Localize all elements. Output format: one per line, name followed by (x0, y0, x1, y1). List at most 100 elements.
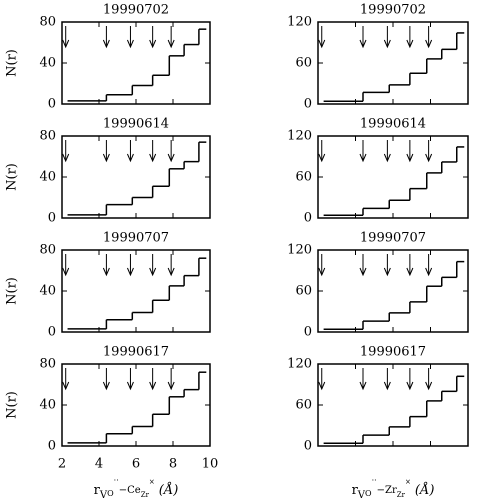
x-tick-label: 4 (95, 457, 103, 472)
y-tick-label: 80 (39, 15, 56, 30)
y-tick-label: 0 (48, 439, 56, 454)
x-axis-label-part: O (107, 489, 114, 498)
arrow (149, 254, 157, 277)
y-tick-label: 0 (304, 439, 312, 454)
x-axis-label-part: Zr (141, 491, 150, 499)
arrow (318, 26, 326, 49)
x-axis-label-part: × (149, 478, 155, 486)
y-tick-label: 60 (295, 398, 312, 413)
arrow-head (167, 153, 175, 163)
x-axis-label-part: (Å) (159, 482, 179, 498)
arrow (383, 26, 391, 49)
arrow-head (359, 381, 367, 391)
arrow (126, 254, 134, 277)
plot-title: 19990707 (360, 231, 426, 246)
plot-title: 19990707 (103, 231, 169, 246)
x-axis-label-part: O (365, 489, 372, 498)
arrow (102, 140, 110, 163)
arrow (318, 368, 326, 391)
y-tick-label: 60 (295, 284, 312, 299)
arrow-head (102, 153, 110, 163)
y-axis-label: N(r) (5, 163, 20, 191)
plot-title: 19990702 (103, 3, 169, 18)
arrow-head (383, 153, 391, 163)
x-tick-label: 6 (132, 457, 140, 472)
arrow-head (149, 267, 157, 277)
arrow-head (406, 381, 414, 391)
arrow (383, 368, 391, 391)
x-axis-label-part: (Å) (415, 482, 435, 498)
y-tick-label: 120 (287, 357, 312, 372)
x-axis-label-part: V (357, 490, 366, 501)
y-tick-label: 80 (39, 129, 56, 144)
plot-frame (317, 21, 469, 105)
plot-frame (317, 135, 469, 219)
y-tick-label: 0 (304, 211, 312, 226)
x-tick-label: 2 (58, 457, 66, 472)
arrow (318, 140, 326, 163)
arrow (102, 26, 110, 49)
arrow-head (102, 267, 110, 277)
y-tick-label: 40 (39, 170, 56, 185)
arrow (126, 140, 134, 163)
arrow (149, 368, 157, 391)
arrow-head (62, 267, 70, 277)
arrow-head (425, 153, 433, 163)
x-axis-label-part: × (405, 478, 411, 486)
y-tick-label: 80 (39, 243, 56, 258)
arrow-head (359, 39, 367, 49)
y-tick-label: 120 (287, 15, 312, 30)
arrow-head (359, 153, 367, 163)
arrow (425, 26, 433, 49)
arrow (167, 26, 175, 49)
arrow-head (62, 39, 70, 49)
x-axis-label-part: −Ce (119, 485, 141, 496)
y-tick-label: 40 (39, 284, 56, 299)
arrow-head (406, 267, 414, 277)
arrow-head (62, 381, 70, 391)
arrow (359, 254, 367, 277)
arrow-head (149, 153, 157, 163)
plot-frame (61, 363, 211, 447)
x-axis-label-part: ·· (372, 476, 377, 485)
x-axis-label-part: ·· (114, 476, 119, 485)
y-tick-label: 0 (48, 97, 56, 112)
plot-frame (61, 249, 211, 333)
x-axis-label-part: r (94, 483, 101, 498)
arrow (62, 254, 70, 277)
arrow (406, 140, 414, 163)
x-axis-label: rVO··−ZrZr × (Å) (352, 476, 435, 501)
arrow-head (425, 267, 433, 277)
plot-frame (61, 21, 211, 105)
y-axis-label: N(r) (5, 49, 20, 77)
arrow-head (149, 39, 157, 49)
y-tick-label: 0 (304, 325, 312, 340)
arrow (62, 26, 70, 49)
x-axis-label-part: −Zr (377, 485, 397, 496)
y-tick-label: 80 (39, 357, 56, 372)
plot-title: 19990617 (103, 345, 169, 360)
arrow (406, 368, 414, 391)
arrow-head (425, 381, 433, 391)
x-tick-label: 10 (202, 457, 219, 472)
arrow-head (102, 39, 110, 49)
arrow-head (167, 39, 175, 49)
arrow (359, 140, 367, 163)
arrow (102, 368, 110, 391)
arrow (167, 368, 175, 391)
arrow-head (318, 39, 326, 49)
arrow (62, 368, 70, 391)
y-tick-label: 0 (48, 211, 56, 226)
arrow-head (102, 381, 110, 391)
x-axis-label: rVO··−CeZr × (Å) (94, 476, 179, 501)
y-tick-label: 0 (48, 325, 56, 340)
arrow (406, 26, 414, 49)
arrow-head (167, 267, 175, 277)
arrow-head (126, 381, 134, 391)
arrow (62, 140, 70, 163)
plot-frame (317, 363, 469, 447)
y-axis-label: N(r) (5, 277, 20, 305)
arrow (383, 254, 391, 277)
y-axis-label: N(r) (5, 391, 20, 419)
